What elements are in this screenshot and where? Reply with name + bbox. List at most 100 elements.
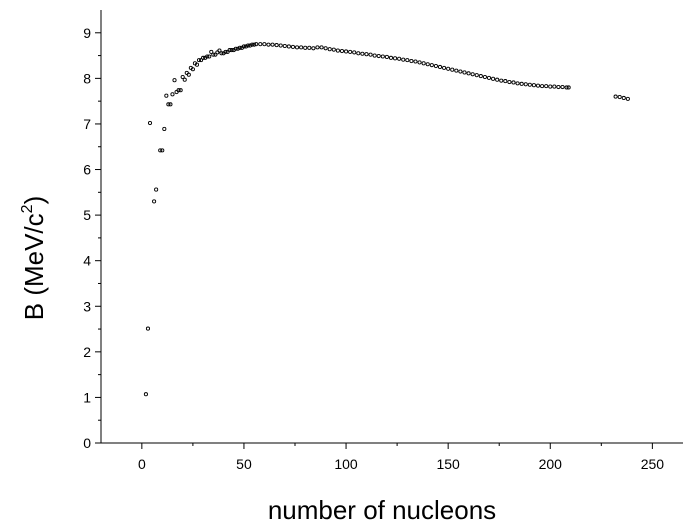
data-point [211,52,216,57]
data-point [250,42,255,47]
data-point [286,44,291,49]
data-point [323,46,328,51]
y-tick-label: 1 [83,389,91,405]
y-tick-label: 8 [83,70,91,86]
data-point [243,44,249,49]
data-point [237,45,242,50]
data-point [486,75,492,80]
data-point [356,51,361,56]
data-point [143,392,148,397]
data-point [282,43,287,49]
data-point [388,55,394,60]
data-point [241,44,246,49]
data-point [172,78,177,83]
data-point [450,67,455,72]
data-point [294,45,300,50]
y-tick-label: 5 [83,207,91,223]
data-point [245,43,251,48]
data-point [166,102,171,107]
data-point [360,51,365,56]
data-point [560,84,565,90]
data-point [311,46,316,51]
data-point [564,85,569,90]
data-point [335,48,340,53]
x-tick-label: 0 [138,456,146,472]
data-point [544,84,549,89]
data-point [413,59,418,64]
x-tick-label: 250 [641,456,665,472]
data-point [209,49,214,54]
y-axis-title-suffix: ) [19,196,49,205]
data-point [182,77,187,82]
data-point [162,126,167,132]
data-point [442,65,447,70]
data-point [160,148,165,153]
data-point [164,93,169,98]
data-point [511,80,516,85]
data-point [503,79,508,84]
data-point [229,48,234,53]
data-point [207,54,212,59]
y-axis-title-superscript: 2 [19,204,36,213]
data-point [425,62,430,67]
data-point [170,92,175,97]
data-point [319,45,324,50]
data-point [519,81,524,86]
data-points [143,42,630,397]
x-tick-label: 50 [236,456,252,472]
data-point [393,56,398,61]
data-point [491,76,496,81]
y-tick-label: 0 [83,435,91,451]
data-point [252,42,257,47]
data-point [290,44,296,49]
data-point [327,47,332,52]
data-point [176,88,181,93]
data-point [556,84,561,90]
data-point [205,54,210,59]
data-point [384,54,389,59]
data-point [315,45,320,50]
data-point [531,83,536,88]
data-point [478,74,483,79]
data-point [552,84,557,89]
data-point [233,46,238,51]
data-point [158,148,163,153]
y-tick-label: 3 [83,298,91,314]
data-point [364,52,369,57]
data-point [397,56,402,61]
data-point [223,49,228,54]
data-point [523,82,528,87]
data-point [540,84,545,89]
data-point [147,120,153,126]
data-point [217,48,222,53]
data-point [495,77,500,82]
data-point [621,95,626,101]
data-point [307,45,312,50]
data-point [180,74,185,80]
data-point [201,55,206,60]
data-point [466,71,471,76]
x-ticks: 0 50 100 150 200 250 [138,443,664,472]
data-point [270,42,275,47]
data-point [274,43,279,48]
data-point [331,47,336,52]
data-point [437,64,443,70]
data-point [154,187,159,192]
x-tick-label: 100 [334,456,358,472]
data-point [227,48,232,53]
data-point [278,43,283,48]
data-point [194,62,200,67]
data-point [299,45,304,50]
data-point [474,73,479,78]
data-point [368,52,373,57]
data-point [372,53,377,58]
data-point [352,50,357,55]
data-point [235,46,240,51]
y-tick-label: 4 [83,253,91,269]
data-point [248,43,253,48]
data-point [168,102,173,107]
data-point [535,83,541,88]
y-tick-label: 7 [83,116,91,132]
y-tick-label: 9 [83,25,91,41]
data-point [625,96,630,101]
